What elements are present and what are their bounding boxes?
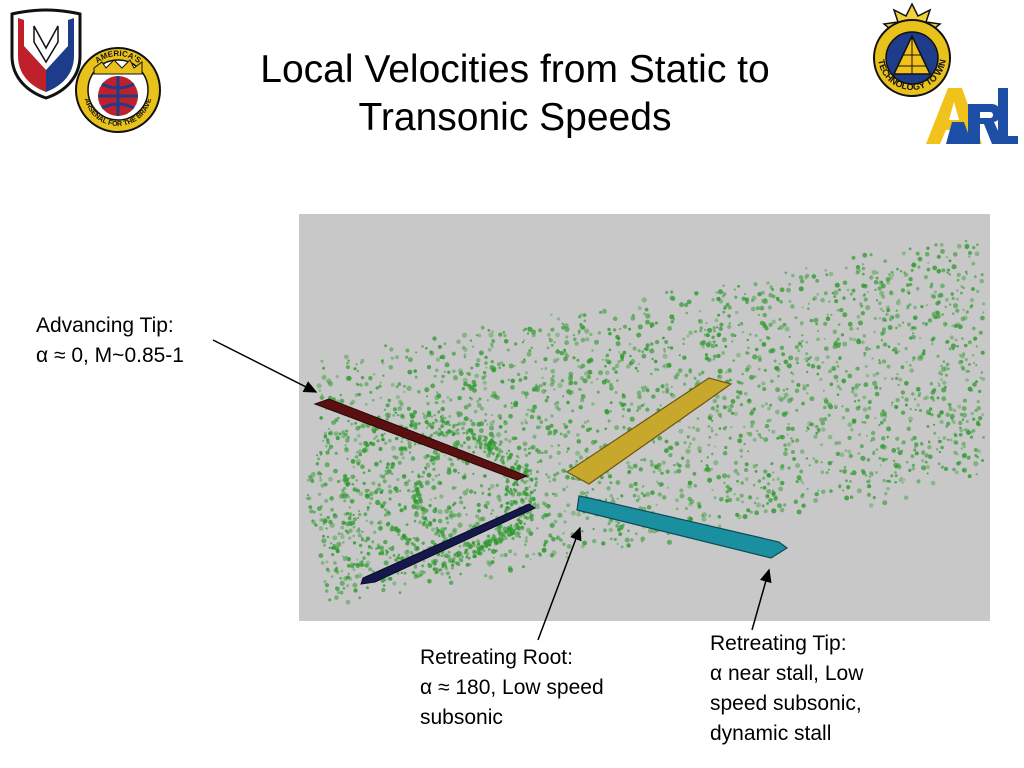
particle-cloud — [305, 239, 986, 605]
retreating-root-blade — [360, 503, 537, 585]
slide-title-line-1: Local Velocities from Static to — [260, 48, 770, 91]
retreating-tip-callout-line-1: Retreating Tip: — [710, 632, 847, 655]
retreating-root-callout-line-3: subsonic — [420, 706, 503, 729]
technology-to-win-insignia-icon: TECHNOLOGY TO WIN — [873, 2, 951, 97]
advancing-tip-callout: Advancing Tip: α ≈ 0, M~0.85-1 — [36, 311, 184, 371]
retreating-tip-callout-line-4: dynamic stall — [710, 722, 832, 745]
retreating-root-callout: Retreating Root: α ≈ 180, Low speed subs… — [420, 643, 604, 733]
arl-logo-icon — [926, 88, 1018, 144]
retreating-tip-callout-line-2: α near stall, Low — [710, 662, 864, 685]
retreating-tip-callout: Retreating Tip: α near stall, Low speed … — [710, 629, 863, 749]
slide-title: Local Velocities from Static to Transoni… — [180, 46, 850, 142]
army-materiel-command-shield-icon — [10, 8, 82, 100]
rotor-blade-particle-visualization — [299, 214, 990, 621]
advancing-tip-callout-line-2: α ≈ 0, M~0.85-1 — [36, 344, 184, 367]
front-blade — [565, 377, 733, 485]
slide-title-line-2: Transonic Speeds — [358, 96, 672, 139]
retreating-tip-blade — [576, 495, 789, 559]
retreating-root-callout-line-1: Retreating Root: — [420, 646, 573, 669]
americas-arsenal-for-the-brave-seal-icon: AMERICA'S ARSENAL FOR THE BRAVE — [75, 47, 161, 133]
advancing-tip-blade — [313, 398, 529, 481]
advancing-tip-callout-line-1: Advancing Tip: — [36, 314, 174, 337]
retreating-root-callout-line-2: α ≈ 180, Low speed — [420, 676, 604, 699]
retreating-tip-callout-line-3: speed subsonic, — [710, 692, 862, 715]
